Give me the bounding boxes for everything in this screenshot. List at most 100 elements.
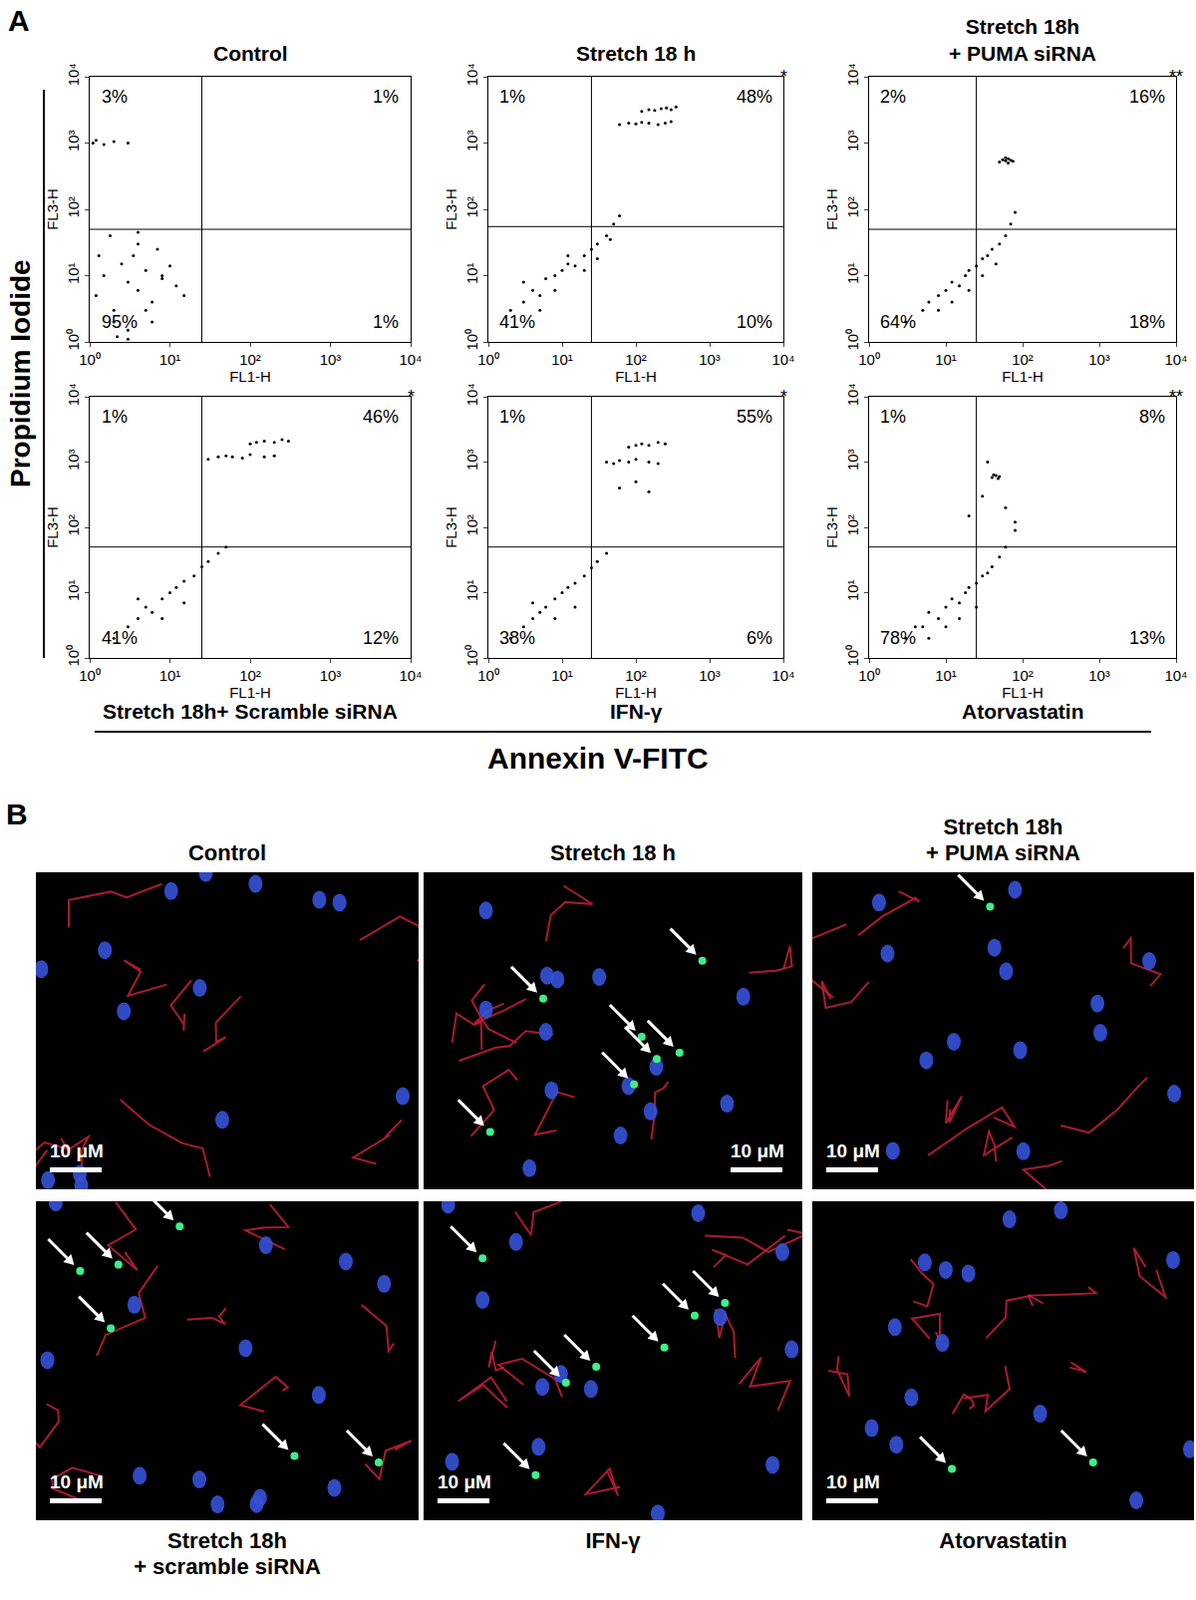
- svg-text:10⁰: 10⁰: [78, 350, 101, 368]
- svg-text:10⁰: 10⁰: [858, 350, 881, 368]
- svg-text:10 μM: 10 μM: [49, 1140, 104, 1162]
- svg-text:FL3-H: FL3-H: [823, 188, 841, 231]
- svg-text:10¹: 10¹: [551, 666, 574, 684]
- svg-text:10¹: 10¹: [463, 262, 481, 285]
- svg-text:10⁰: 10⁰: [463, 644, 481, 667]
- svg-text:10⁰: 10⁰: [64, 644, 82, 667]
- svg-text:1%: 1%: [372, 311, 399, 332]
- svg-text:A: A: [7, 3, 30, 37]
- svg-text:10³: 10³: [844, 129, 862, 152]
- svg-text:10³: 10³: [64, 129, 82, 152]
- svg-text:46%: 46%: [362, 406, 399, 427]
- svg-text:10²: 10²: [624, 666, 647, 684]
- svg-text:1%: 1%: [499, 86, 526, 107]
- svg-text:41%: 41%: [101, 627, 138, 648]
- svg-text:10⁰: 10⁰: [844, 328, 862, 351]
- svg-text:2%: 2%: [880, 86, 906, 107]
- svg-text:10³: 10³: [1088, 666, 1111, 684]
- svg-text:1%: 1%: [372, 86, 399, 107]
- svg-text:10²: 10²: [64, 514, 82, 537]
- svg-text:1%: 1%: [499, 406, 526, 427]
- svg-text:10³: 10³: [319, 350, 342, 368]
- svg-text:*: *: [407, 386, 415, 407]
- svg-text:10⁴: 10⁴: [771, 350, 795, 368]
- svg-text:FL1-H: FL1-H: [1001, 367, 1044, 385]
- svg-text:10³: 10³: [64, 448, 82, 471]
- svg-text:6%: 6%: [746, 627, 773, 648]
- svg-text:10²: 10²: [624, 350, 647, 368]
- svg-text:10²: 10²: [463, 514, 481, 537]
- svg-text:10 μM: 10 μM: [730, 1140, 785, 1162]
- svg-text:10⁴: 10⁴: [1164, 350, 1188, 368]
- svg-text:18%: 18%: [1129, 311, 1166, 332]
- svg-text:10¹: 10¹: [551, 350, 574, 368]
- svg-text:Annexin V-FITC: Annexin V-FITC: [487, 741, 709, 775]
- svg-text:FL3-H: FL3-H: [442, 506, 460, 549]
- svg-text:FL3-H: FL3-H: [43, 506, 61, 549]
- svg-text:FL1-H: FL1-H: [229, 683, 272, 701]
- svg-text:10²: 10²: [844, 514, 862, 537]
- svg-text:10⁰: 10⁰: [64, 328, 82, 351]
- svg-text:10⁴: 10⁴: [64, 382, 82, 406]
- svg-text:10¹: 10¹: [64, 262, 82, 285]
- svg-text:10⁴: 10⁴: [64, 62, 82, 86]
- svg-text:10¹: 10¹: [934, 350, 957, 368]
- svg-text:8%: 8%: [1139, 406, 1166, 427]
- svg-text:10²: 10²: [64, 196, 82, 219]
- svg-text:10 μM: 10 μM: [826, 1140, 881, 1162]
- svg-text:FL1-H: FL1-H: [229, 367, 272, 385]
- svg-text:10¹: 10¹: [934, 666, 957, 684]
- svg-text:Atorvastatin: Atorvastatin: [961, 699, 1085, 723]
- svg-text:10³: 10³: [1088, 350, 1111, 368]
- svg-text:10³: 10³: [698, 666, 721, 684]
- svg-text:10³: 10³: [698, 350, 721, 368]
- svg-text:10⁴: 10⁴: [771, 666, 795, 684]
- svg-text:10⁰: 10⁰: [858, 666, 881, 684]
- svg-text:10 μM: 10 μM: [437, 1471, 492, 1493]
- svg-text:10 μM: 10 μM: [49, 1471, 104, 1493]
- svg-text:48%: 48%: [736, 86, 773, 107]
- svg-text:10¹: 10¹: [159, 350, 182, 368]
- svg-text:13%: 13%: [1129, 627, 1166, 648]
- svg-text:55%: 55%: [736, 406, 773, 427]
- svg-text:**: **: [1169, 386, 1184, 407]
- svg-text:1%: 1%: [880, 406, 906, 427]
- svg-text:10⁴: 10⁴: [463, 62, 481, 86]
- svg-text:95%: 95%: [101, 311, 138, 332]
- svg-text:FL1-H: FL1-H: [614, 367, 657, 385]
- svg-text:Propidium Iodide: Propidium Iodide: [4, 259, 36, 488]
- svg-text:FL3-H: FL3-H: [823, 506, 841, 549]
- svg-text:FL3-H: FL3-H: [43, 188, 61, 231]
- svg-text:10⁴: 10⁴: [1164, 666, 1188, 684]
- svg-text:10 μM: 10 μM: [826, 1471, 881, 1493]
- svg-text:10²: 10²: [463, 196, 481, 219]
- svg-text:78%: 78%: [880, 627, 916, 648]
- svg-text:10¹: 10¹: [463, 579, 481, 601]
- svg-text:IFN-γ: IFN-γ: [609, 699, 663, 723]
- svg-text:10⁰: 10⁰: [477, 666, 500, 684]
- svg-text:10³: 10³: [463, 448, 481, 471]
- svg-text:10¹: 10¹: [844, 262, 862, 285]
- svg-text:10⁴: 10⁴: [844, 62, 862, 86]
- svg-text:FL3-H: FL3-H: [442, 188, 460, 231]
- svg-text:FL1-H: FL1-H: [1001, 683, 1044, 701]
- svg-text:10⁴: 10⁴: [398, 666, 422, 684]
- svg-text:*: *: [780, 66, 788, 87]
- svg-text:10²: 10²: [844, 196, 862, 219]
- svg-text:10⁰: 10⁰: [477, 350, 500, 368]
- svg-text:10²: 10²: [1011, 666, 1034, 684]
- svg-text:10⁰: 10⁰: [463, 328, 481, 351]
- svg-text:10²: 10²: [239, 350, 262, 368]
- svg-text:10³: 10³: [319, 666, 342, 684]
- svg-text:**: **: [1169, 66, 1184, 87]
- svg-text:10⁴: 10⁴: [398, 350, 422, 368]
- svg-text:10¹: 10¹: [159, 666, 182, 684]
- svg-text:FL1-H: FL1-H: [614, 683, 657, 701]
- svg-text:3%: 3%: [101, 86, 128, 107]
- svg-text:38%: 38%: [499, 627, 536, 648]
- svg-text:10³: 10³: [463, 129, 481, 152]
- svg-text:64%: 64%: [880, 311, 916, 332]
- svg-text:Control: Control: [213, 41, 289, 65]
- svg-text:Stretch 18h+ PUMA siRNA: Stretch 18h+ PUMA siRNA: [948, 14, 1097, 65]
- svg-text:10³: 10³: [844, 448, 862, 471]
